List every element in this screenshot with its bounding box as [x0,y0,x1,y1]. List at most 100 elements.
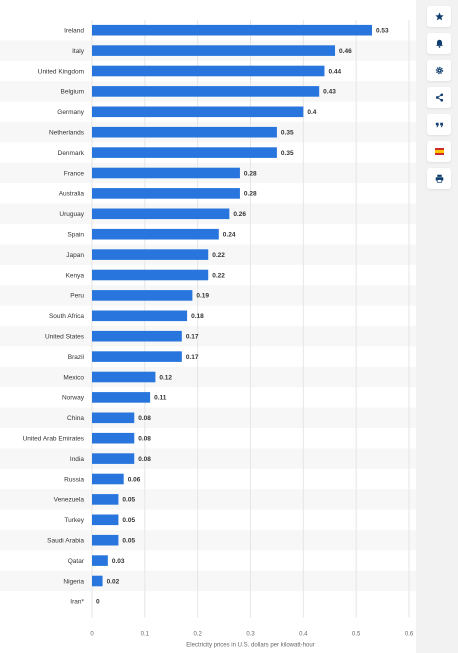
bar [92,412,135,424]
category-label: Uruguay [59,211,84,218]
gear-icon [435,66,443,75]
bar [92,126,277,138]
data-label: 0.28 [244,191,257,198]
bell-icon [435,39,443,48]
share-button[interactable] [427,87,451,108]
category-label: Turkey [64,517,84,524]
bar [92,494,119,505]
bar [92,330,182,342]
row-background [0,448,416,469]
bar [92,351,182,362]
category-label: Spain [67,232,84,239]
row-background [0,407,416,428]
data-label: 0.18 [191,313,204,320]
chart-card: Ireland 0.53 Italy 0.46 United Kingdom 0.44 Be… [0,0,416,653]
data-label: 0.06 [128,476,141,483]
data-label: 0.46 [339,48,352,55]
bar [92,208,230,220]
category-label: Nigeria [63,578,84,585]
data-label: 0.02 [107,578,120,585]
data-label: 0.44 [328,68,341,75]
bar [92,534,119,546]
data-label: 0.53 [376,28,389,35]
bar [92,473,124,485]
data-label: 0.26 [233,211,246,218]
language-button[interactable] [427,141,451,162]
category-label: Netherlands [49,130,85,137]
bar [92,65,325,77]
data-label: 0.24 [223,232,236,239]
settings-button[interactable] [427,60,451,81]
category-label: Australia [59,191,85,198]
category-label: Kenya [66,272,85,279]
data-label: 0.08 [138,436,151,443]
category-label: Venezuela [54,497,85,504]
bar [92,86,320,97]
bar-chart: Ireland 0.53 Italy 0.46 United Kingdom 0.44 Be… [0,20,416,649]
category-label: Russia [64,476,84,483]
data-label: 0 [96,599,100,606]
category-label: Japan [66,252,84,259]
bar [92,514,119,526]
data-label: 0.17 [186,354,199,361]
bar [92,371,156,383]
bar [92,575,103,587]
category-label: Italy [72,48,85,55]
quote-icon [435,122,443,128]
category-label: United Kingdom [38,68,84,75]
category-label: Qatar [68,558,85,565]
row-background [0,366,416,388]
x-tick-label: 0.4 [299,632,308,638]
cite-button[interactable] [427,114,451,135]
bar [92,24,373,36]
category-label: India [70,456,84,463]
print-button[interactable] [427,168,451,189]
data-label: 0.03 [112,558,125,565]
data-label: 0.43 [323,89,336,96]
flag-icon [434,148,444,155]
category-label: United Arab Emirates [23,436,85,443]
data-label: 0.22 [212,272,225,279]
data-label: 0.28 [244,170,257,177]
category-label: Norway [62,395,85,402]
category-label: Belgium [61,89,84,96]
data-label: 0.35 [281,150,294,157]
category-label: United States [45,334,85,341]
bar [92,167,240,179]
bar [92,310,188,322]
category-label: Germany [57,109,84,116]
category-label: Saudi Arabia [47,538,84,545]
data-label: 0.08 [138,456,151,463]
category-label: China [67,415,84,422]
x-tick-label: 0.2 [193,632,202,638]
x-tick-label: 0.5 [352,632,361,638]
data-label: 0.4 [307,109,316,116]
data-label: 0.35 [281,130,294,137]
favorite-button[interactable] [427,6,451,27]
x-tick-label: 0.3 [246,632,255,638]
category-label: Ireland [64,28,84,35]
share-icon [435,93,443,102]
x-tick-label: 0 [90,632,94,638]
data-label: 0.08 [138,415,151,422]
notification-button[interactable] [427,33,451,54]
data-label: 0.19 [196,293,209,300]
data-label: 0.11 [154,395,167,402]
data-label: 0.12 [159,374,172,381]
bar [92,188,240,199]
bar [92,269,209,281]
category-label: Mexico [63,374,84,381]
bar [92,453,135,464]
data-label: 0.17 [186,334,199,341]
data-label: 0.05 [122,538,135,545]
bar [92,106,304,118]
bar [92,147,277,158]
bar [92,249,209,260]
bar [92,432,135,444]
category-label: Peru [70,293,84,300]
bar [92,228,219,240]
x-tick-label: 0.1 [141,632,150,638]
category-label: France [64,170,85,177]
star-icon [434,12,444,21]
x-tick-label: 0.6 [405,632,414,638]
